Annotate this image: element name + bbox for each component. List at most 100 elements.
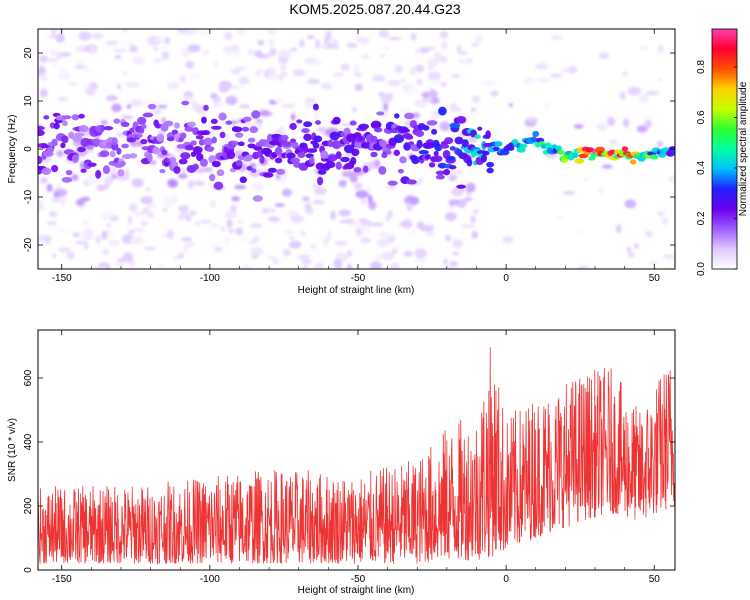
spectrogram-cell [279,64,287,71]
spectrogram-cell [219,227,226,232]
spectrogram-cell [38,199,43,208]
spectrogram-cell [379,53,386,58]
spectrogram-y-tick-label: -20 [23,237,34,252]
spectrogram-cell [187,179,195,189]
spectrogram-cell [422,97,434,102]
spectrogram-y-tick-label: 10 [23,95,34,107]
spectrogram-cell [415,130,425,137]
spectrogram-cell [234,66,247,71]
spectrogram-cell [267,208,276,213]
spectrogram-cell [147,103,157,110]
spectrogram-cell [59,67,65,72]
spectrogram-cell [289,240,302,249]
spectrogram-cell [192,163,199,170]
spectrogram-cell [414,99,427,109]
spectrogram-noise-blobs [38,29,675,269]
spectrogram-cell [163,37,171,44]
spectrogram-cell [452,251,459,256]
spectrogram-x-tick-label: -100 [200,273,220,284]
spectrogram-cell [154,123,162,129]
spectrogram-cell [86,89,95,96]
spectrogram-cell [550,35,564,41]
spectrogram-cell [480,154,488,163]
spectrogram-cell [302,264,309,269]
spectrogram-cell [370,120,382,130]
colorbar-tick-label: 0.4 [696,161,707,175]
spectrogram-cell [145,203,157,208]
spectrogram-cell [452,240,463,249]
spectrogram-cell [39,177,48,184]
spectrogram-cell [669,175,675,184]
spectrogram-cell [243,116,252,122]
spectrogram-cell [300,230,306,237]
spectrogram-cell [656,210,665,217]
spectrogram-cell [477,126,483,131]
colorbar-tick-label: 0.8 [696,60,707,74]
colorbar: 0.0 0.2 0.4 0.6 0.8 Normalized spectral ampl… [696,28,749,276]
spectrogram-cell [272,258,279,264]
spectrogram-cell [656,140,664,148]
spectrogram-cell [325,160,336,169]
spectrogram-cell [57,70,71,81]
spectrogram-cell [55,33,65,43]
spectrogram-cell [137,116,147,125]
colorbar-ticks: 0.0 0.2 0.4 0.6 0.8 [696,60,737,276]
spectrogram-cell [250,247,264,256]
spectrogram-cell [278,49,292,59]
spectrogram-cell [424,142,436,149]
spectrogram-cell [256,68,264,74]
spectrogram-cell [439,144,450,149]
spectrogram-cell [129,45,138,53]
spectrogram-cell [274,203,286,208]
spectrogram-cell [49,49,61,56]
spectrogram-cell [283,230,295,235]
spectrogram-cell [91,138,101,144]
spectrogram-cell [140,139,148,145]
spectrogram-cell [249,126,258,134]
spectrogram-cell [230,140,240,146]
spectrogram-cell [237,141,245,147]
spectrogram-cell [297,151,306,159]
spectrogram-cell [302,196,311,202]
snr-panel: -150 -100 -50 0 50 0 200 400 600 Height of stra… [7,329,676,596]
spectrogram-cell [156,105,168,109]
spectrogram-cell [108,166,118,177]
spectrogram-cell [519,143,528,149]
spectrogram-cell [353,166,362,173]
spectrogram-cell [62,120,68,127]
spectrogram-cell [475,35,484,44]
spectrogram-cell [494,140,503,147]
spectrogram-cell [252,195,263,202]
spectrogram-cell [601,164,613,169]
spectrogram-cell [366,184,371,193]
spectrogram-cell [556,150,565,155]
spectrogram-cell [85,144,94,150]
spectrogram-cell [171,129,178,135]
spectrogram-cell [418,149,429,155]
spectrogram-cell [126,104,132,109]
spectrogram-cell [116,147,122,155]
spectrogram-cell [127,229,135,234]
spectrogram-cell [445,155,456,161]
spectrogram-cell [376,111,385,116]
spectrogram-cell [313,135,323,143]
spectrogram-cell [178,173,188,179]
spectrogram-cell [405,179,417,185]
spectrogram-cell [530,136,537,143]
spectrogram-cell [370,222,384,227]
spectrogram-cell [671,148,675,155]
spectrogram-cell [434,155,443,162]
spectrogram-cell [177,29,189,35]
spectrogram-cell [89,47,98,55]
spectrogram-cell [615,223,622,234]
spectrogram-cell [80,236,95,241]
spectrogram-cell [164,197,174,208]
spectrogram-cell [187,29,196,35]
spectrogram-cell [401,219,413,229]
spectrogram-cell [390,262,400,269]
spectrogram-cell [333,72,345,77]
spectrogram-cell [51,138,58,147]
spectrogram-cell [406,202,414,212]
spectrogram-cell [308,156,315,165]
spectrogram-cell [259,155,265,164]
